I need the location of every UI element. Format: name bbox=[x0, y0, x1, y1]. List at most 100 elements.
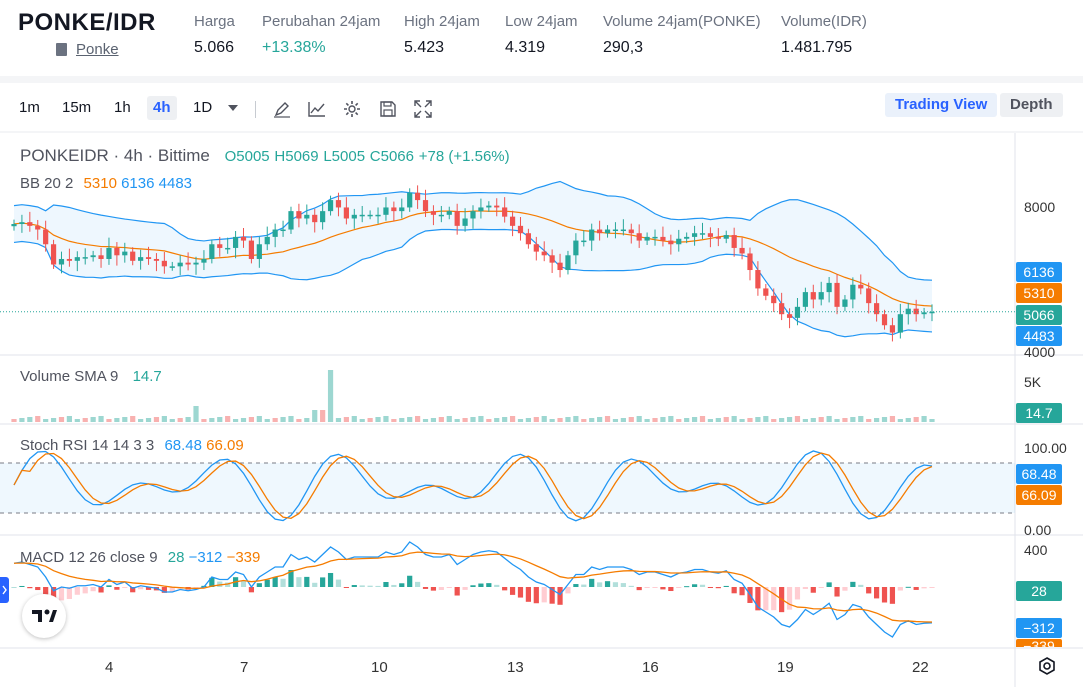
date-label: 16 bbox=[642, 659, 659, 676]
macd-histogram-bar bbox=[755, 587, 761, 611]
volume-bar bbox=[280, 417, 286, 422]
volume-bar bbox=[929, 419, 935, 422]
macd-histogram-bar bbox=[517, 587, 524, 598]
macd-histogram-bar bbox=[248, 587, 255, 593]
volume-bar bbox=[114, 418, 120, 422]
tab-depth[interactable]: Depth bbox=[1000, 93, 1063, 117]
volume-bar bbox=[58, 417, 65, 422]
save-icon[interactable] bbox=[379, 100, 397, 118]
volume-bar bbox=[351, 416, 357, 422]
timeframe-1h[interactable]: 1h bbox=[114, 99, 131, 116]
volume-bar bbox=[193, 406, 199, 422]
chart-settings-icon[interactable] bbox=[1037, 656, 1057, 676]
tradingview-logo-icon bbox=[32, 609, 57, 622]
macd-histogram-bar bbox=[11, 587, 17, 588]
fullscreen-icon[interactable] bbox=[414, 100, 432, 118]
candle-body bbox=[628, 229, 634, 234]
stat-label: Perubahan 24jam bbox=[262, 13, 381, 30]
volume-bar bbox=[660, 417, 666, 422]
macd-histogram-bar bbox=[407, 575, 413, 587]
candle-body bbox=[691, 233, 698, 237]
volume-bar bbox=[454, 419, 460, 422]
timeframe-1m[interactable]: 1m bbox=[19, 99, 40, 116]
candle-body bbox=[225, 247, 231, 250]
chart-canvas[interactable] bbox=[0, 133, 1083, 687]
settings-icon[interactable] bbox=[343, 100, 361, 118]
candle-body bbox=[913, 308, 919, 315]
tab-trading-view[interactable]: Trading View bbox=[885, 93, 998, 117]
volume-bar bbox=[232, 419, 239, 422]
volume-bar bbox=[201, 419, 207, 422]
candle-body bbox=[921, 312, 927, 315]
candle-body bbox=[929, 311, 935, 314]
candle-body bbox=[280, 229, 286, 232]
macd-histogram-bar bbox=[296, 577, 302, 587]
volume-bar bbox=[240, 418, 247, 422]
volume-bar bbox=[82, 418, 88, 422]
macd-histogram-bar bbox=[786, 587, 793, 610]
candle-body bbox=[422, 200, 429, 212]
volume-bar bbox=[375, 417, 381, 422]
macd-histogram-bar bbox=[359, 585, 365, 587]
candle-body bbox=[82, 257, 88, 259]
volume-legend: Volume SMA 9 14.7 bbox=[20, 368, 162, 385]
volume-bar bbox=[35, 416, 41, 422]
volume-bar bbox=[106, 419, 112, 422]
volume-bar bbox=[161, 416, 167, 422]
macd-histogram-bar bbox=[771, 587, 777, 611]
macd-line bbox=[13, 541, 933, 638]
candle-body bbox=[478, 207, 484, 212]
macd-histogram-bar bbox=[19, 585, 25, 587]
candle-body bbox=[723, 235, 729, 239]
macd-histogram-bar bbox=[691, 584, 698, 587]
candle-body bbox=[407, 192, 413, 208]
candle-body bbox=[779, 303, 785, 315]
candle-body bbox=[359, 214, 365, 217]
book-icon bbox=[56, 43, 67, 56]
volume-bar bbox=[399, 418, 405, 422]
macd-histogram-bar bbox=[98, 587, 104, 593]
volume-bar bbox=[707, 419, 714, 422]
side-panel-toggle[interactable] bbox=[0, 577, 9, 603]
coin-link[interactable]: Ponke bbox=[56, 41, 119, 58]
macd-histogram-bar bbox=[193, 587, 199, 589]
candle-body bbox=[502, 207, 508, 217]
timeframe-15m[interactable]: 15m bbox=[62, 99, 92, 116]
volume-bar bbox=[620, 418, 626, 422]
tradingview-logo[interactable] bbox=[22, 594, 66, 638]
stoch-tick-0: 0.00 bbox=[1024, 522, 1052, 538]
candle-body bbox=[43, 229, 49, 245]
indicator-icon[interactable] bbox=[308, 100, 326, 118]
stoch-tick-100: 100.00 bbox=[1024, 440, 1067, 456]
candle-body bbox=[106, 247, 112, 259]
volume-bar bbox=[217, 417, 223, 422]
candle-body bbox=[660, 236, 666, 241]
last-price-label: 5066 bbox=[1016, 305, 1062, 325]
timeframe-4h[interactable]: 4h bbox=[147, 96, 177, 120]
coin-link-label[interactable]: Ponke bbox=[76, 41, 119, 58]
volume-bar bbox=[27, 417, 33, 422]
volume-bar bbox=[889, 416, 896, 422]
volume-bar bbox=[446, 416, 452, 422]
chart-area[interactable]: PONKEIDR · 4h · Bittime O5005 H5069 L500… bbox=[0, 133, 1083, 687]
candle-body bbox=[138, 257, 144, 261]
candle-body bbox=[399, 207, 405, 212]
macd-histogram-bar bbox=[889, 587, 896, 604]
draw-icon[interactable] bbox=[273, 100, 291, 118]
macd-histogram-bar bbox=[272, 576, 278, 587]
candle-body bbox=[320, 211, 326, 223]
macd-histogram-bar bbox=[209, 577, 215, 587]
high-value: H5069 bbox=[274, 148, 319, 165]
candle-body bbox=[383, 207, 389, 215]
volume-bar bbox=[502, 417, 508, 422]
date-label: 10 bbox=[371, 659, 388, 676]
stat-label: Low 24jam bbox=[505, 13, 578, 30]
bb-legend: BB 20 2 5310 6136 4483 bbox=[20, 175, 192, 192]
candle-body bbox=[818, 292, 824, 300]
chevron-down-icon[interactable] bbox=[226, 102, 240, 114]
timeframe-1d[interactable]: 1D bbox=[193, 99, 213, 116]
macd-histogram-bar bbox=[161, 587, 167, 593]
stat-volume-idr: Volume(IDR) 1.481.795 bbox=[781, 13, 867, 57]
volume-bar bbox=[676, 419, 682, 422]
candle-body bbox=[644, 236, 650, 241]
